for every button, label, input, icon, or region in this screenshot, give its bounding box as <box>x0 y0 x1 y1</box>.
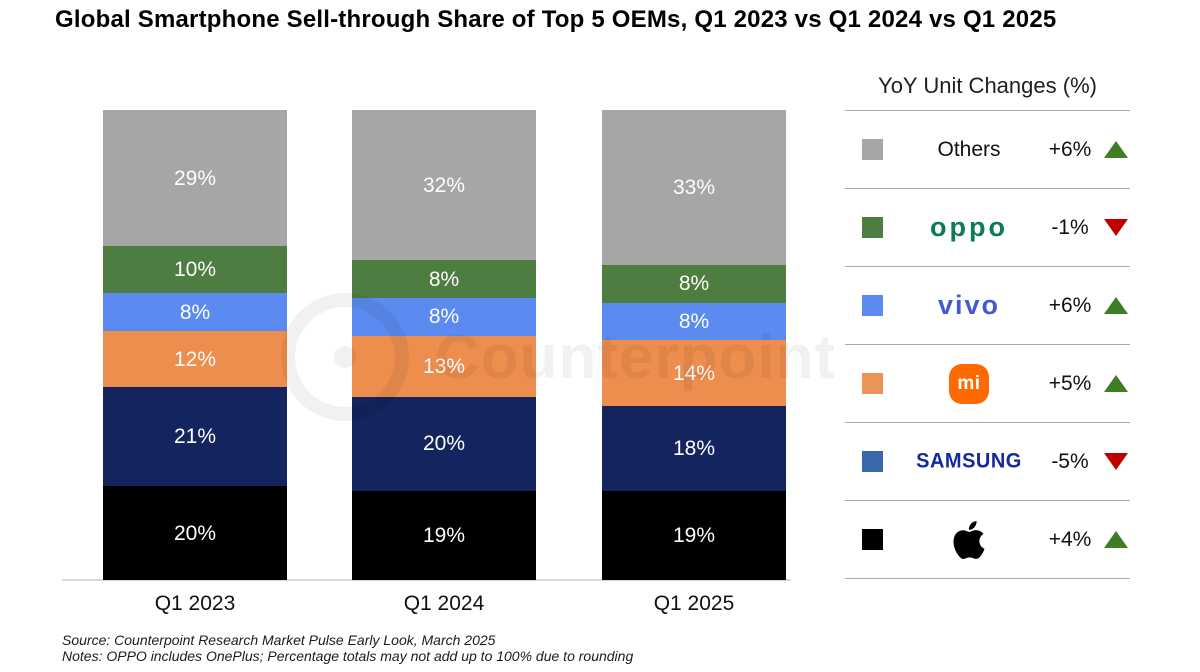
vivo-logo-wordmark: vivo <box>937 290 1001 320</box>
segment-value-label: 19% <box>422 523 466 547</box>
bar-segment-apple: 19% <box>352 490 536 580</box>
others-color-swatch <box>862 139 883 160</box>
xiaomi-logo-icon: mi <box>949 363 989 404</box>
bar-segment-oppo: 10% <box>103 246 287 294</box>
apple-logo-icon <box>953 520 985 559</box>
vivo-color-swatch <box>862 295 883 316</box>
x-axis-label: Q1 2025 <box>653 592 735 615</box>
segment-value-label: 8% <box>678 310 710 334</box>
bar-segment-vivo: 8% <box>352 298 536 336</box>
bar-segment-others: 33% <box>602 110 786 266</box>
legend-rows: Others +6% oppo -1% vivo +6% mi +5% SAMSUNG -5% +4… <box>845 110 1130 579</box>
bar-segment-vivo: 8% <box>602 302 786 341</box>
notes-line: Notes: OPPO includes OnePlus; Percentage… <box>62 648 634 664</box>
samsung-color-swatch <box>862 451 883 472</box>
oppo-color-swatch <box>862 217 883 238</box>
segment-value-label: 29% <box>173 166 217 190</box>
legend-row-apple: +4% <box>845 500 1130 578</box>
apple-yoy-change: +4% <box>1048 527 1092 551</box>
legend-header: YoY Unit Changes (%) <box>878 73 1097 98</box>
trend-down-icon <box>1103 219 1128 236</box>
segment-value-label: 32% <box>422 173 466 197</box>
segment-value-label: 8% <box>428 267 460 291</box>
trend-up-icon <box>1103 297 1128 314</box>
x-axis-line <box>62 579 791 581</box>
segment-value-label: 13% <box>422 354 466 378</box>
samsung-logo-wordmark: SAMSUNG <box>916 449 1022 473</box>
footer-notes: Source: Counterpoint Research Market Pul… <box>62 632 633 664</box>
segment-value-label: 19% <box>672 523 716 547</box>
bar-segment-oppo: 8% <box>352 260 536 299</box>
others-label: Others <box>937 137 1001 161</box>
chart-title: Global Smartphone Sell-through Share of … <box>55 6 1057 33</box>
bar-segment-others: 29% <box>103 110 287 247</box>
stacked-bar-q1-2025: 19% 18% 14% 8% 8% 33% <box>602 110 786 580</box>
bar-segment-vivo: 8% <box>103 293 287 331</box>
bar-segment-samsung: 21% <box>103 387 287 486</box>
bar-segment-xiaomi: 12% <box>103 330 287 388</box>
others-yoy-change: +6% <box>1048 137 1092 161</box>
trend-up-icon <box>1103 141 1128 158</box>
bar-segment-apple: 20% <box>103 486 287 580</box>
stacked-bar-q1-2024: 19% 20% 13% 8% 8% 32% <box>352 110 536 580</box>
bar-segment-apple: 19% <box>602 490 786 580</box>
samsung-yoy-change: -5% <box>1051 449 1089 473</box>
segment-value-label: 8% <box>678 272 710 296</box>
bar-segment-oppo: 8% <box>602 265 786 303</box>
bar-segment-others: 32% <box>352 110 536 261</box>
segment-value-label: 20% <box>173 521 217 545</box>
segment-value-label: 18% <box>672 436 716 460</box>
legend-row-vivo: vivo +6% <box>845 266 1130 344</box>
oppo-logo-wordmark: oppo <box>930 212 1008 242</box>
xiaomi-yoy-change: +5% <box>1048 371 1092 395</box>
trend-up-icon <box>1103 531 1128 548</box>
segment-value-label: 8% <box>179 300 211 324</box>
legend-row-xiaomi: mi +5% <box>845 344 1130 422</box>
segment-value-label: 8% <box>428 305 460 329</box>
bar-segment-samsung: 18% <box>602 406 786 491</box>
bar-segment-xiaomi: 14% <box>602 340 786 407</box>
bar-segment-xiaomi: 13% <box>352 335 536 397</box>
segment-value-label: 33% <box>672 176 716 200</box>
oppo-yoy-change: -1% <box>1051 215 1089 239</box>
segment-value-label: 12% <box>173 347 217 371</box>
vivo-yoy-change: +6% <box>1048 293 1092 317</box>
apple-color-swatch <box>862 529 883 550</box>
x-axis-label: Q1 2023 <box>154 592 236 615</box>
segment-value-label: 20% <box>422 432 466 456</box>
x-axis-label: Q1 2024 <box>403 592 485 615</box>
trend-up-icon <box>1103 375 1128 392</box>
legend-row-others: Others +6% <box>845 110 1130 188</box>
segment-value-label: 21% <box>173 425 217 449</box>
stacked-bar-q1-2023: 20% 21% 12% 8% 10% 29% <box>103 110 287 580</box>
trend-down-icon <box>1103 453 1128 470</box>
segment-value-label: 14% <box>672 361 716 385</box>
source-line: Source: Counterpoint Research Market Pul… <box>62 632 496 648</box>
xiaomi-color-swatch <box>862 373 883 394</box>
legend-row-oppo: oppo -1% <box>845 188 1130 266</box>
segment-value-label: 10% <box>173 258 217 282</box>
bar-segment-samsung: 20% <box>352 396 536 491</box>
legend-row-samsung: SAMSUNG -5% <box>845 422 1130 500</box>
legend-panel: YoY Unit Changes (%) Others +6% oppo -1% viv… <box>845 66 1130 579</box>
